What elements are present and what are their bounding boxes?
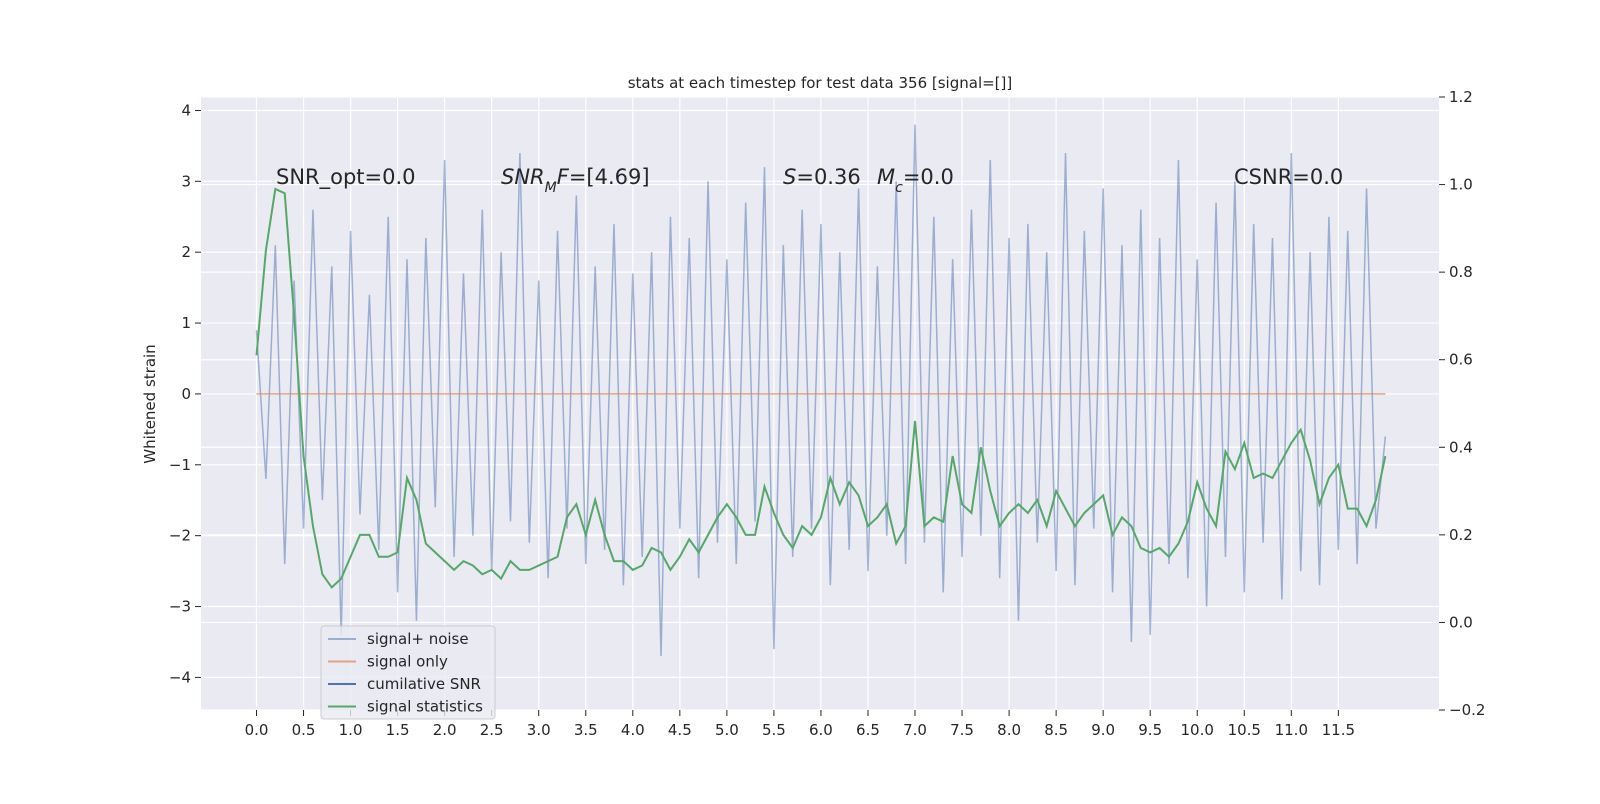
y-tick-label: 2 [181, 243, 191, 261]
x-tick-label: 3.0 [527, 721, 551, 739]
y-tick-label: 3 [181, 172, 191, 190]
annotation-part: F [557, 165, 570, 189]
plot-area [201, 97, 1439, 710]
x-tick-label: 8.5 [1044, 721, 1068, 739]
y2-tick-label: 0.4 [1449, 438, 1473, 456]
x-tick-label: 7.5 [950, 721, 974, 739]
x-tick-label: 5.0 [715, 721, 739, 739]
annotation: SNR_opt=0.0 [276, 165, 416, 190]
x-tick-label: 0.5 [292, 721, 316, 739]
x-tick-label: 9.5 [1138, 721, 1162, 739]
x-tick-label: 4.0 [621, 721, 645, 739]
annotation-part: =0.0 [903, 165, 954, 189]
x-tick-label: 11.5 [1322, 721, 1355, 739]
x-tick-label: 10.5 [1228, 721, 1261, 739]
annotation-part: =0.36 [796, 165, 860, 189]
x-tick-label: 1.0 [339, 721, 363, 739]
y2-tick-label: 1.0 [1449, 176, 1473, 194]
legend-label: signal only [367, 653, 448, 671]
y-tick-label: 4 [181, 101, 191, 119]
x-tick-label: 1.5 [386, 721, 410, 739]
x-tick-label: 3.5 [574, 721, 598, 739]
series-line [255, 124, 1387, 657]
x-tick-label: 5.5 [762, 721, 786, 739]
x-tick-label: 6.5 [856, 721, 880, 739]
x-tick-label: 2.0 [433, 721, 457, 739]
annotation-part: c [895, 180, 903, 196]
y-tick-label: −2 [169, 527, 191, 545]
x-tick-label: 11.0 [1275, 721, 1308, 739]
annotation-part: CSNR=0.0 [1234, 165, 1343, 189]
y-axis-label: Whitened strain [141, 344, 159, 463]
annotation: SNRMF=[4.69] [501, 165, 650, 196]
annotation-part: M [545, 180, 557, 196]
y-tick-label: 1 [181, 314, 191, 332]
x-tick-label: 10.0 [1181, 721, 1214, 739]
y2-tick-label: 0.6 [1449, 351, 1473, 369]
y-tick-label: −4 [169, 668, 191, 686]
y2-tick-label: 0.8 [1449, 263, 1473, 281]
x-tick-label: 0.0 [245, 721, 269, 739]
x-tick-label: 6.0 [809, 721, 833, 739]
y2-tick-label: 0.2 [1449, 526, 1473, 544]
annotation: Mc=0.0 [877, 165, 954, 196]
annotation-part: SNR [501, 165, 545, 189]
legend-label: signal statistics [367, 698, 483, 716]
x-tick-label: 8.0 [997, 721, 1021, 739]
annotation-part: S [783, 165, 796, 189]
y-tick-label: −1 [169, 456, 191, 474]
legend-box [320, 625, 496, 720]
y2-tick-label: 1.2 [1449, 88, 1473, 106]
legend-label: cumilative SNR [367, 675, 481, 693]
annotation: S=0.36 [783, 165, 861, 189]
y-tick-label: −3 [169, 598, 191, 616]
y2-tick-label: −0.2 [1449, 701, 1485, 719]
series-line [255, 187, 1387, 589]
y2-tick-label: 0.0 [1449, 613, 1473, 631]
x-tick-label: 7.0 [903, 721, 927, 739]
annotation-part: M [877, 165, 895, 189]
legend: signal+ noise signal only cumilative SNR si… [320, 625, 496, 720]
annotation-part: SNR_opt=0.0 [276, 165, 416, 190]
y-tick-label: 0 [181, 385, 191, 403]
chart-title: stats at each timestep for test data 356… [628, 74, 1013, 92]
annotation: CSNR=0.0 [1234, 165, 1343, 189]
x-tick-label: 2.5 [480, 721, 504, 739]
x-tick-label: 4.5 [668, 721, 692, 739]
legend-label: signal+ noise [367, 630, 469, 648]
annotation-part: =[4.69] [569, 165, 650, 189]
x-tick-label: 9.0 [1091, 721, 1115, 739]
